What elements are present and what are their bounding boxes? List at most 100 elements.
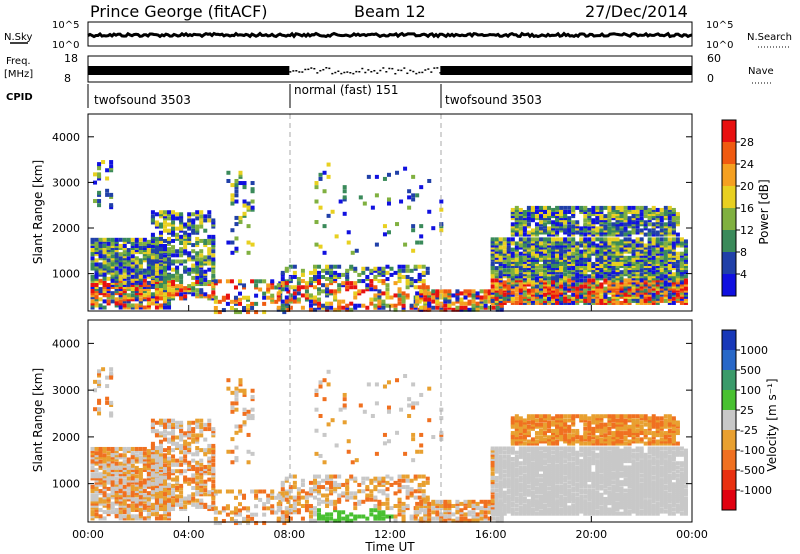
power-cell [571,298,576,303]
velocity-cell [154,490,159,495]
power-cell [679,241,684,246]
power-cell [211,269,216,274]
power-cell [349,307,354,312]
power-cell [543,257,548,262]
power-cell [647,290,652,295]
power-cell [611,292,616,297]
velocity-cell [167,493,172,498]
power-cell [333,291,338,296]
power-cell [647,292,652,297]
power-cell [317,281,322,286]
power-cell [603,259,608,264]
power-cell [651,222,656,227]
power-cell [655,292,660,297]
power-cell [498,264,503,269]
power-cell [607,272,612,277]
velocity-cell [179,469,184,474]
power-cell [175,259,180,264]
power-cell [358,195,363,200]
power-cell [498,284,503,289]
velocity-cell [329,512,334,517]
power-cell [211,292,216,297]
power-cell [386,230,391,235]
power-cell [679,284,684,289]
power-cell [675,284,680,289]
velocity-cell [483,503,488,508]
velocity-cell [122,470,127,475]
velocity-cell [353,506,358,511]
power-cell [643,257,648,262]
power-cell [563,255,568,260]
power-cell [130,250,135,255]
velocity-cell [381,478,386,483]
power-cell [146,303,151,308]
velocity-cell [475,514,480,519]
velocity-cell [333,518,338,523]
power-cell [191,267,196,272]
velocity-cell [94,461,99,466]
power-cell [479,297,484,302]
power-cell [333,297,338,302]
velocity-cell [421,493,426,498]
velocity-cell [167,446,172,451]
velocity-cell [126,507,131,512]
velocity-cell [463,516,468,521]
freq-unit: [MHz] [4,69,33,80]
power-cell [522,241,527,246]
velocity-cell [179,437,184,442]
velocity-cell [118,501,123,506]
power-cell [559,241,564,246]
velocity-cell [207,464,212,469]
power-cell [575,300,580,305]
power-cell [195,275,200,280]
power-cell [288,305,293,310]
power-cell [651,272,656,277]
power-cell [530,251,535,256]
power-cell [583,278,588,283]
velocity-cell [142,484,147,489]
velocity-cell [183,439,188,444]
velocity-cell [288,508,293,513]
power-cell [463,307,468,312]
power-cell [591,209,596,214]
power-cell [627,261,632,266]
power-cell [353,285,358,290]
power-cell [635,274,640,279]
power-cell [563,205,568,210]
velocity-cell [510,486,515,491]
power-cell [579,261,584,266]
velocity-cell [183,507,188,512]
power-cell [599,218,604,223]
power-cell [411,228,416,233]
power-cell [487,295,492,300]
power-cell [555,237,560,242]
power-cell [522,220,527,225]
velocity-cell [455,501,460,506]
power-cell [110,274,115,279]
power-cell [158,271,163,276]
velocity-cell [312,487,317,492]
power-cell [543,237,548,242]
power-cell [526,278,531,283]
power-cell [154,236,159,241]
velocity-cell [98,497,103,502]
velocity-cell [179,446,184,451]
power-cell [611,298,616,303]
power-cell [635,214,640,219]
power-cell [98,289,103,294]
power-cell [659,264,664,269]
velocity-cell [490,507,495,512]
power-cell [611,284,616,289]
power-cell [671,218,676,223]
power-cell [627,247,632,252]
velocity-cell [397,489,402,494]
power-cell [651,280,656,285]
power-cell [599,276,604,281]
power-cell [171,292,176,297]
velocity-cell [110,486,115,491]
power-cell [506,241,511,246]
power-cell [575,224,580,229]
velocity-cell [138,493,143,498]
power-cell [623,209,628,214]
